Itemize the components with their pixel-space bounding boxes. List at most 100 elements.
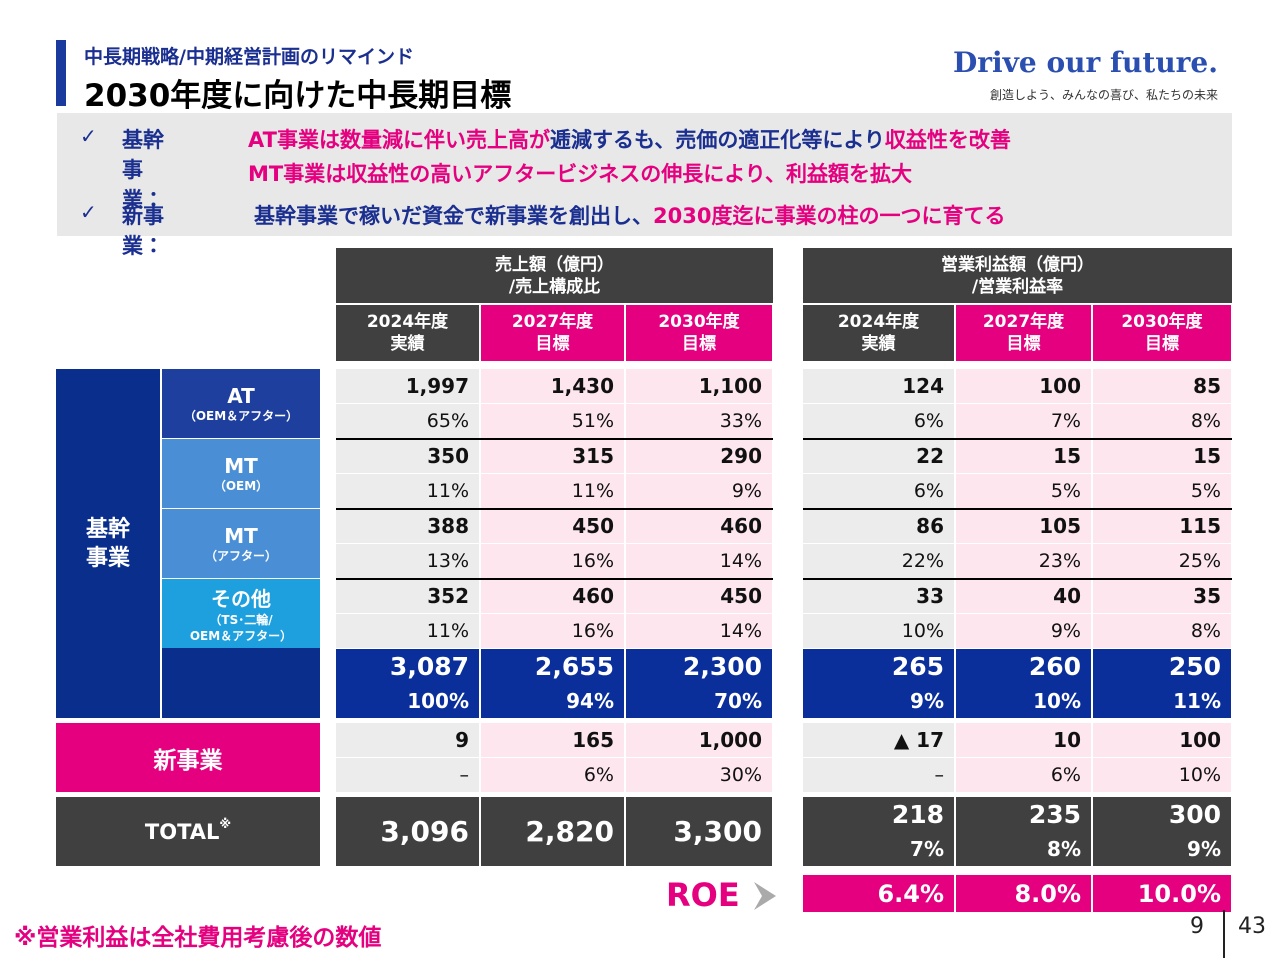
value-cell: 5% xyxy=(956,474,1091,508)
text-line: 2027年度 xyxy=(982,312,1065,332)
value-cell: 13% xyxy=(336,544,479,578)
text-line: （TS･二輪/ xyxy=(209,613,273,627)
value-cell: 124 xyxy=(803,369,954,403)
segment-label: その他 （TS･二輪/OEM＆アフター） xyxy=(162,579,320,648)
value-cell: 8% xyxy=(1093,614,1231,648)
summary-box xyxy=(57,113,1232,236)
text-line: （OEM） xyxy=(213,478,269,493)
brand: Drive our future. xyxy=(952,46,1218,79)
value-cell: 460 xyxy=(626,509,772,543)
text-line: 営業利益額（億円） xyxy=(941,254,1094,275)
value-cell: 8% xyxy=(1093,404,1231,438)
value-cell: 265 xyxy=(803,649,954,684)
value-cell: 85 xyxy=(1093,369,1231,403)
value-cell: 6% xyxy=(956,758,1091,792)
value-cell: 9% xyxy=(626,474,772,508)
segment-name: MT xyxy=(224,523,258,548)
value-cell: – xyxy=(803,758,954,792)
row-divider xyxy=(336,508,773,510)
value-cell: 260 xyxy=(956,649,1091,684)
value-cell: 2,820 xyxy=(481,797,624,866)
new-business-label: 新事業 xyxy=(56,723,320,792)
total-label: TOTAL ※ xyxy=(56,797,320,866)
segment-sub: （OEM＆アフター） xyxy=(184,408,298,424)
text-line: 目標 xyxy=(1145,334,1179,354)
segment-label: MT （アフター） xyxy=(162,509,320,578)
column-header: 2027年度 目標 xyxy=(956,305,1091,361)
roe-arrow xyxy=(752,880,778,912)
row-divider xyxy=(336,438,773,440)
subtitle: 中長期戦略/中期経営計画のリマインド xyxy=(84,46,414,68)
summary-segment: 収益性を改善 xyxy=(884,128,1011,152)
value-cell: 30% xyxy=(626,758,772,792)
value-cell: 9% xyxy=(803,684,954,718)
value-cell: 15 xyxy=(956,439,1091,473)
segment-sub: （TS･二輪/OEM＆アフター） xyxy=(190,612,292,644)
text-line: 2024年度 xyxy=(366,312,449,332)
value-cell: 6% xyxy=(803,474,954,508)
page-current: 9 xyxy=(1190,914,1204,939)
value-cell: 40 xyxy=(956,579,1091,613)
value-cell: 33 xyxy=(803,579,954,613)
text-line: /営業利益率 xyxy=(971,276,1064,297)
text-line: /売上構成比 xyxy=(508,276,601,297)
value-cell: 10.0% xyxy=(1093,875,1231,912)
value-cell: 10 xyxy=(956,723,1091,757)
column-header: 2024年度 実績 xyxy=(336,305,479,361)
text-line: 2024年度 xyxy=(837,312,920,332)
summary-label: 基幹事業： xyxy=(122,128,164,212)
value-cell: ▲ 17 xyxy=(803,723,954,757)
value-cell: 16% xyxy=(481,614,624,648)
value-cell: 388 xyxy=(336,509,479,543)
value-cell: 1,100 xyxy=(626,369,772,403)
row-divider xyxy=(803,438,1232,440)
text-line: OEM＆アフター） xyxy=(189,629,293,643)
value-cell: 218 xyxy=(803,797,954,832)
summary-label: 新事業： xyxy=(122,204,164,258)
roe-label: ROE xyxy=(666,876,740,914)
value-cell: 70% xyxy=(626,684,772,718)
value-cell: 3,096 xyxy=(336,797,479,866)
summary-text: AT事業は数量減に伴い売上高が逓減するも、売価の適正化等により収益性を改善 xyxy=(248,124,1011,154)
value-cell: 9 xyxy=(336,723,479,757)
value-cell: 3,300 xyxy=(626,797,772,866)
value-cell: 235 xyxy=(956,797,1091,832)
value-cell: 165 xyxy=(481,723,624,757)
value-cell: 7% xyxy=(803,832,954,866)
value-cell: 11% xyxy=(481,474,624,508)
segment-sub: （OEM） xyxy=(214,478,268,494)
value-cell: 15 xyxy=(1093,439,1231,473)
subtotal-label xyxy=(162,648,320,718)
value-cell: 35 xyxy=(1093,579,1231,613)
segment-label: MT （OEM） xyxy=(162,439,320,508)
value-cell: 450 xyxy=(626,579,772,613)
value-cell: 7% xyxy=(956,404,1091,438)
value-cell: 16% xyxy=(481,544,624,578)
value-cell: 65% xyxy=(336,404,479,438)
core-label: 基幹 事業 xyxy=(56,369,160,718)
total-mark: ※ xyxy=(219,817,232,831)
summary-text: MT事業は収益性の高いアフタービジネスの伸長により、利益額を拡大 xyxy=(248,158,912,188)
value-cell: 10% xyxy=(1093,758,1231,792)
value-cell: 2,655 xyxy=(481,649,624,684)
value-cell: 11% xyxy=(1093,684,1231,718)
value-cell: 22% xyxy=(803,544,954,578)
segment-sub: （アフター） xyxy=(205,548,277,564)
value-cell: 11% xyxy=(336,614,479,648)
value-cell: – xyxy=(336,758,479,792)
value-cell: 105 xyxy=(956,509,1091,543)
title-bar xyxy=(56,40,66,106)
segment-name: MT xyxy=(224,453,258,478)
footnote: ※営業利益は全社費用考慮後の数値 xyxy=(14,925,382,951)
text-line: 目標 xyxy=(535,334,570,354)
value-cell: 460 xyxy=(481,579,624,613)
value-cell: 6% xyxy=(803,404,954,438)
text-line: （アフター） xyxy=(204,548,277,563)
value-cell: 5% xyxy=(1093,474,1231,508)
value-cell: 14% xyxy=(626,614,772,648)
summary-segment: 逓減するも、売価の適正化等により xyxy=(549,128,885,152)
segment-name: AT xyxy=(227,383,255,408)
summary-segment: AT事業は数量減に伴い売上高が xyxy=(248,128,550,152)
summary-segment: 2030度迄に事業の柱の一つに育てる xyxy=(653,204,1006,228)
